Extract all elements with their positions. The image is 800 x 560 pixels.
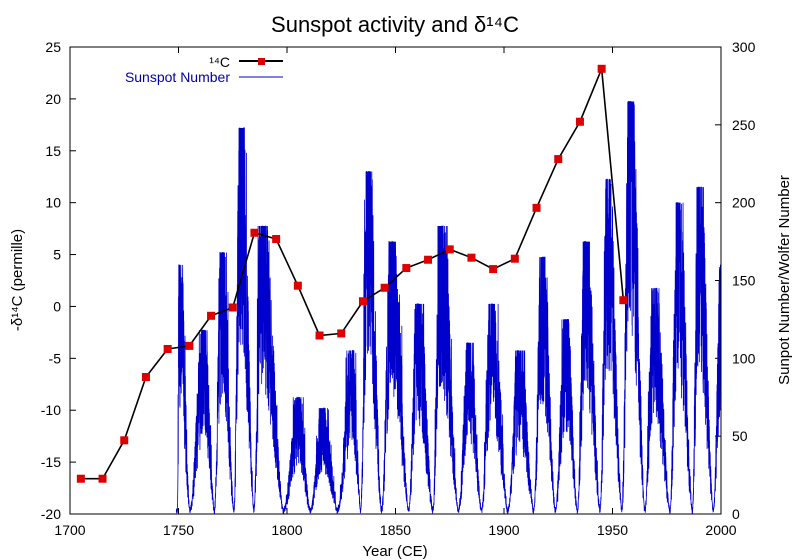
y-left-tick-label: -10 bbox=[41, 402, 61, 418]
c14-point bbox=[315, 331, 324, 340]
x-tick-label: 1950 bbox=[597, 522, 628, 538]
c14-point bbox=[98, 474, 107, 483]
y-left-tick-label: 25 bbox=[45, 39, 61, 55]
c14-point bbox=[337, 329, 346, 338]
c14-point bbox=[489, 265, 498, 274]
c14-point bbox=[207, 311, 216, 320]
y-left-tick-label: -5 bbox=[49, 350, 62, 366]
x-tick-label: 2000 bbox=[705, 522, 736, 538]
c14-point bbox=[424, 255, 433, 264]
y-left-tick-label: 0 bbox=[53, 298, 61, 314]
c14-series bbox=[76, 64, 628, 483]
c14-point bbox=[120, 436, 129, 445]
legend-c14-label: ¹⁴C bbox=[209, 54, 230, 70]
legend-sunspot-label: Sunspot Number bbox=[125, 69, 230, 85]
c14-point bbox=[163, 344, 172, 353]
c14-point bbox=[141, 373, 150, 382]
x-axis-title: Year (CE) bbox=[362, 543, 427, 560]
sunspot-line bbox=[175, 101, 722, 514]
c14-point bbox=[532, 203, 541, 212]
c14-point bbox=[272, 234, 281, 243]
y-right-tick-label: 50 bbox=[732, 428, 748, 444]
x-tick-label: 1850 bbox=[380, 522, 411, 538]
c14-point bbox=[575, 117, 584, 126]
y-left-tick-label: 10 bbox=[45, 195, 61, 211]
y-right-tick-label: 300 bbox=[732, 39, 756, 55]
c14-point bbox=[293, 281, 302, 290]
y-left-tick-label: 15 bbox=[45, 143, 61, 159]
c14-point bbox=[402, 264, 411, 273]
y-right-tick-label: 100 bbox=[732, 350, 756, 366]
sunspot-series bbox=[175, 101, 722, 514]
x-tick-label: 1700 bbox=[54, 522, 85, 538]
legend: ¹⁴C Sunspot Number bbox=[125, 54, 283, 85]
y-right-tick-label: 150 bbox=[732, 273, 756, 289]
c14-point bbox=[619, 296, 628, 305]
y-left-tick-label: 20 bbox=[45, 91, 61, 107]
c14-point bbox=[445, 245, 454, 254]
x-axis-labels: 1700 1750 1800 1850 1900 1950 2000 bbox=[54, 522, 736, 538]
c14-point bbox=[380, 283, 389, 292]
c14-point bbox=[76, 474, 85, 483]
c14-point bbox=[358, 297, 367, 306]
x-tick-label: 1800 bbox=[271, 522, 302, 538]
y-right-axis-title: Sunpot Number/Wolfer Number bbox=[776, 175, 793, 385]
x-tick-label: 1750 bbox=[163, 522, 194, 538]
c14-point bbox=[510, 254, 519, 263]
y-left-tick-label: -20 bbox=[41, 506, 61, 522]
plot-frame bbox=[69, 46, 722, 515]
c14-point bbox=[185, 341, 194, 350]
chart-title: Sunspot activity and δ¹⁴C bbox=[271, 12, 519, 37]
x-tick-label: 1900 bbox=[488, 522, 519, 538]
c14-point bbox=[554, 155, 563, 164]
y-right-tick-label: 250 bbox=[732, 117, 756, 133]
y-left-axis-labels: 25 20 15 10 5 0 -5 -10 -15 -20 bbox=[41, 39, 61, 522]
y-right-tick-label: 0 bbox=[732, 506, 740, 522]
y-right-axis-labels: 300 250 200 150 100 50 0 bbox=[732, 39, 756, 522]
y-right-tick-label: 200 bbox=[732, 195, 756, 211]
legend-c14-marker bbox=[258, 58, 265, 65]
y-left-tick-label: -15 bbox=[41, 454, 61, 470]
y-left-tick-label: 5 bbox=[53, 247, 61, 263]
y-left-axis-title: -δ¹⁴C (permille) bbox=[9, 229, 26, 331]
c14-point bbox=[228, 303, 237, 312]
c14-point bbox=[467, 253, 476, 262]
c14-point bbox=[250, 228, 259, 237]
c14-point bbox=[597, 64, 606, 73]
